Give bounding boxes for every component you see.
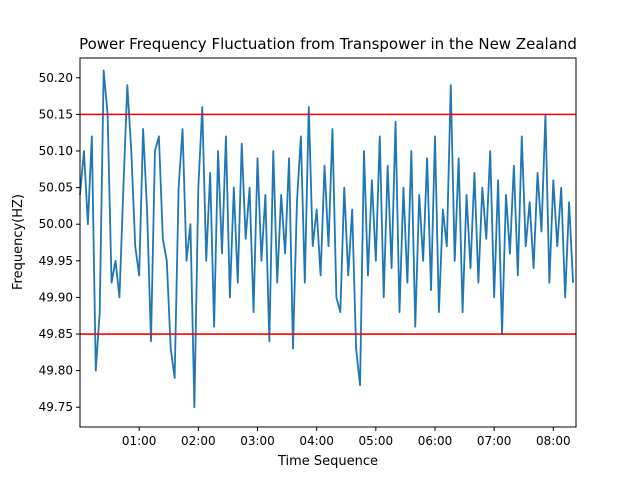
x-tick-label: 06:00 (418, 434, 453, 448)
x-tick-label: 03:00 (240, 434, 275, 448)
data-line (79, 69, 574, 409)
y-tick-label: 49.85 (39, 327, 73, 341)
y-tick-label: 49.95 (39, 254, 73, 268)
y-tick-label: 49.90 (39, 290, 73, 304)
y-tick-label: 50.15 (39, 107, 73, 121)
y-tick-label: 49.75 (39, 400, 73, 414)
x-tick-label: 04:00 (299, 434, 334, 448)
x-axis-label: Time Sequence (277, 454, 378, 469)
x-tick-label: 01:00 (122, 434, 157, 448)
y-axis-label: Frequency(HZ) (11, 194, 26, 290)
y-tick-label: 50.05 (39, 181, 73, 195)
x-tick-label: 07:00 (477, 434, 512, 448)
y-tick-label: 50.00 (39, 217, 73, 231)
x-tick-label: 02:00 (181, 434, 216, 448)
chart-title: Power Frequency Fluctuation from Transpo… (79, 35, 577, 53)
y-tick-label: 49.80 (39, 364, 73, 378)
y-tick-label: 50.10 (39, 144, 73, 158)
plot-frame (79, 57, 577, 428)
y-tick-label: 50.20 (39, 71, 73, 85)
x-tick-label: 08:00 (536, 434, 571, 448)
x-tick-label: 05:00 (359, 434, 394, 448)
